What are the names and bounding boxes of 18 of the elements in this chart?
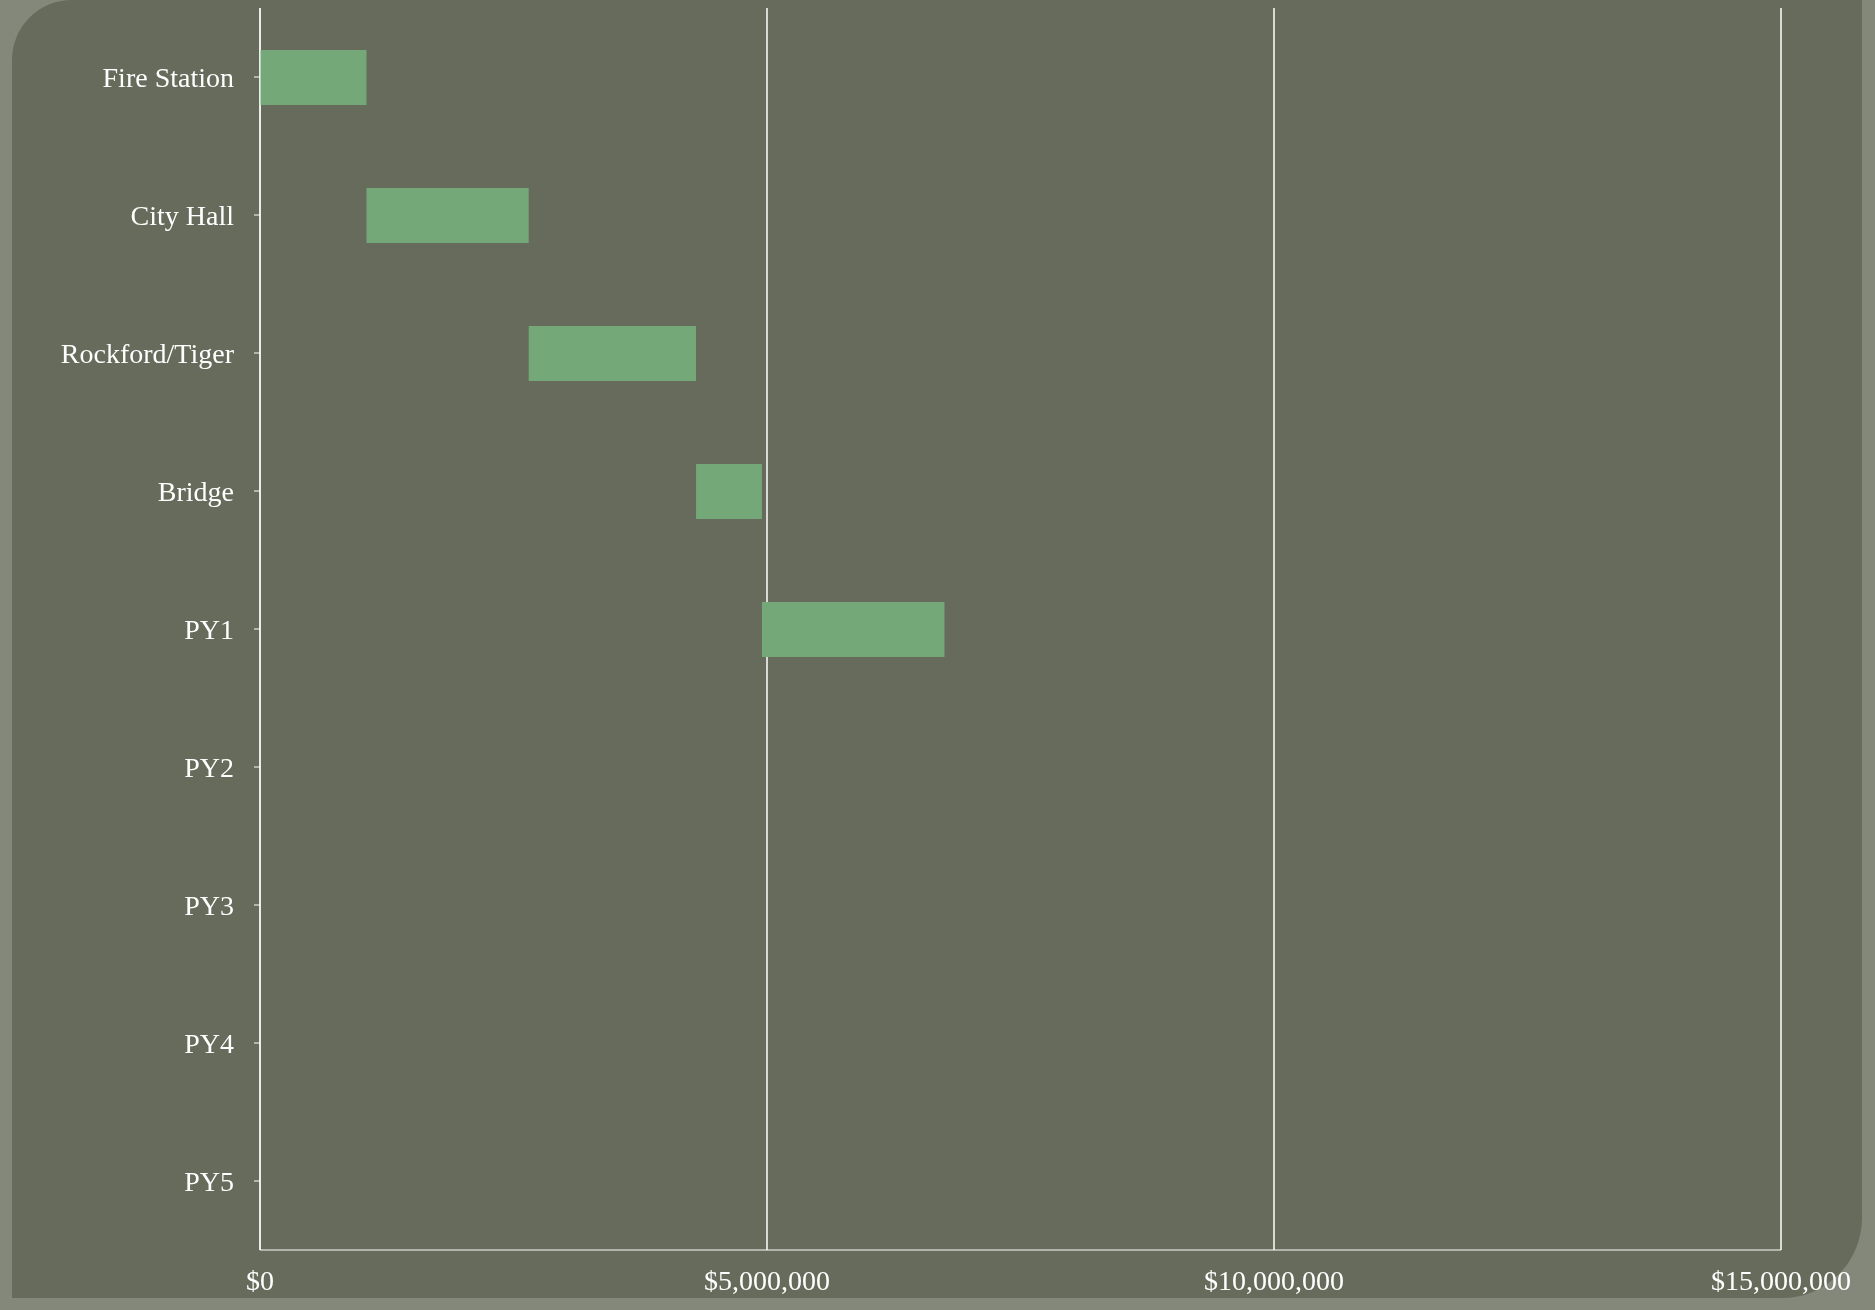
y-tick-label: Fire Station bbox=[102, 61, 234, 93]
bar bbox=[260, 50, 367, 105]
y-tick-label: PY3 bbox=[184, 889, 234, 921]
y-tick-label: PY2 bbox=[184, 751, 234, 783]
y-tick-label: PY1 bbox=[184, 613, 234, 645]
bar bbox=[696, 464, 762, 519]
y-tick-label: PY5 bbox=[184, 1165, 234, 1197]
x-tick-label: $0 bbox=[246, 1264, 274, 1296]
y-tick-label: Rockford/Tiger bbox=[60, 337, 235, 369]
x-tick-label: $10,000,000 bbox=[1204, 1264, 1344, 1296]
x-tick-label: $5,000,000 bbox=[704, 1264, 830, 1296]
y-tick-label: City Hall bbox=[130, 199, 235, 231]
bar bbox=[761, 602, 945, 657]
y-tick-label: Bridge bbox=[157, 475, 234, 507]
x-tick-label: $15,000,000 bbox=[1711, 1264, 1851, 1296]
y-tick-label: PY4 bbox=[184, 1027, 234, 1059]
bar bbox=[366, 188, 529, 243]
bar bbox=[528, 326, 697, 381]
